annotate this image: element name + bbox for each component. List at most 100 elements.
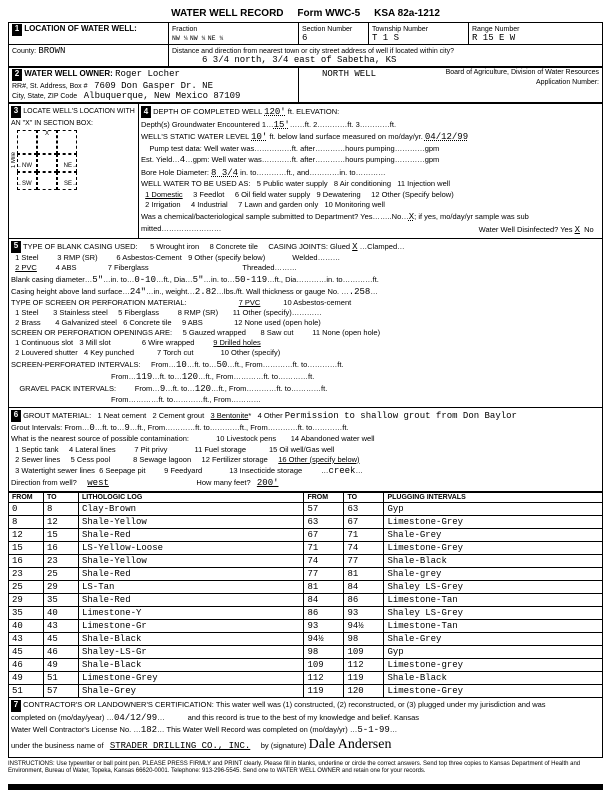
- disinfect-x: X: [575, 225, 580, 235]
- sc12: 12 None used (open hole): [234, 318, 321, 327]
- u9: 9 Dewatering: [317, 190, 361, 199]
- spi0-from: 10: [176, 360, 187, 370]
- depth-val: 120': [264, 107, 286, 117]
- th-plug: PLUGGING INTERVALS: [384, 493, 603, 503]
- table-row: 4951Limestone-Grey112119Shale-Black: [9, 672, 603, 685]
- c7: 7 Fiberglass: [108, 263, 149, 272]
- rec-label: This Water Well Record was completed on …: [166, 725, 347, 734]
- fraction-nw2: NW ¼: [190, 35, 206, 42]
- footer-bar: [8, 784, 603, 790]
- well-name: NORTH WELL: [322, 69, 376, 79]
- biz-name: STRADER DRILLING CO., INC.: [110, 741, 250, 751]
- u12: 12 Other (Specify below): [371, 190, 454, 199]
- sc4: 4 Galvanized steel: [55, 318, 117, 327]
- o5: 5 Gauzed wrapped: [183, 328, 246, 337]
- height-label: Casing height above land surface: [11, 287, 122, 296]
- g4: 4 Other: [258, 411, 283, 420]
- c6: 6 Asbestos-Cement: [116, 253, 181, 262]
- biz-label: under the business name of: [11, 741, 104, 750]
- threaded: Threaded: [242, 263, 274, 272]
- o7: 7 Torch cut: [157, 348, 194, 357]
- swl-date: 04/12/99: [425, 132, 468, 142]
- sc3: 3 Stainless steel: [53, 308, 108, 317]
- th-from2: FROM: [304, 493, 344, 503]
- th-to: TO: [44, 493, 79, 503]
- s6-heading: GROUT MATERIAL:: [23, 411, 91, 420]
- o10: 10 Other (specify): [221, 348, 281, 357]
- rec-date: 5-1-99: [357, 725, 389, 735]
- p12: 12 Fertilizer storage: [202, 455, 268, 464]
- p2: 2 Sewer lines: [15, 455, 60, 464]
- sc11: 11 Other (specify): [233, 308, 292, 317]
- city-label: City, State, ZIP Code: [12, 93, 77, 100]
- contam-label: What is the nearest source of possible c…: [11, 434, 189, 443]
- spi1-from: 119: [136, 372, 152, 382]
- other-contam: creek: [328, 466, 355, 476]
- table-row: 2529LS-Tan8184Shaley LS-Grey: [9, 581, 603, 594]
- u8: 8 Air conditioning: [334, 179, 391, 188]
- s3-heading: LOCATE WELL'S LOCATION WITH AN "X" IN SE…: [11, 108, 135, 127]
- s5-heading: TYPE OF BLANK CASING USED:: [23, 242, 138, 251]
- joints-x: X: [352, 242, 357, 252]
- c5: 5 Wrought iron: [150, 242, 199, 251]
- chem-label: Was a chemical/bacteriological sample su…: [141, 212, 409, 221]
- th-from: FROM: [9, 493, 44, 503]
- table-row: 2935Shale-Red8486Limestone-Tan: [9, 594, 603, 607]
- section-grid: X ←NW NE→ ←SW SE→: [17, 130, 77, 190]
- board-label: Board of Agriculture, Division of Water …: [446, 69, 599, 76]
- dir-label: Direction from well?: [11, 478, 77, 487]
- blank-dia-label: Blank casing diameter: [11, 275, 85, 284]
- p3: 3 Watertight sewer lines: [15, 466, 95, 475]
- table-row: 4649Shale-Black109112Limestone-grey: [9, 659, 603, 672]
- u10: 10 Monitoring well: [324, 200, 384, 209]
- weight: 2.82: [195, 287, 217, 297]
- table-row: 4546Shaley-LS-Gr98109Gyp: [9, 646, 603, 659]
- swl-label: WELL'S STATIC WATER LEVEL: [141, 132, 249, 141]
- clamped: Clamped: [367, 242, 397, 251]
- o2: 2 Louvered shutter: [15, 348, 78, 357]
- gpi0-from: 9: [160, 384, 165, 394]
- p4: 4 Lateral lines: [69, 445, 116, 454]
- cert-text: CONTRACTOR'S OR LANDOWNER'S CERTIFICATIO…: [23, 700, 545, 709]
- section-label: Section Number: [302, 26, 352, 33]
- instructions: INSTRUCTIONS: Use typewriter or ball poi…: [8, 761, 603, 775]
- table-row: 2325Shale-Red7781Shale-grey: [9, 568, 603, 581]
- fraction-nw1: NW ¼: [172, 35, 188, 42]
- table-row: 3540Limestone-Y8693Shaley LS-Grey: [9, 607, 603, 620]
- o6: 6 Wire wrapped: [142, 338, 195, 347]
- spi1-to: 120: [182, 372, 198, 382]
- direction-val: 6 3/4 north, 3/4 east of Sabetha, KS: [202, 55, 396, 65]
- table-row: 08Clay-Brown5763Gyp: [9, 503, 603, 516]
- feet-label: How many feet?: [196, 478, 250, 487]
- c8: 8 Concrete tile: [210, 242, 258, 251]
- g1: 1 Neat cement: [97, 411, 146, 420]
- gw1-val: 15': [274, 120, 290, 130]
- app-label: Application Number:: [536, 79, 599, 86]
- gi-from: 0: [89, 423, 94, 433]
- depth-label: DEPTH OF COMPLETED WELL: [153, 107, 262, 116]
- gi-label: Grout Intervals: From: [11, 423, 82, 432]
- c4: 4 ABS: [56, 263, 77, 272]
- perm: Permission to shallow grout from Don Bay…: [285, 411, 517, 421]
- welded: Welded: [292, 253, 317, 262]
- direction-label: Distance and direction from nearest town…: [172, 48, 454, 55]
- county-val: BROWN: [38, 46, 65, 56]
- swl-date-label: ft. below land surface measured on mo/da…: [269, 132, 422, 141]
- signature: Dale Andersen: [309, 737, 392, 752]
- lic-no: 182: [141, 725, 157, 735]
- u7: 7 Lawn and garden only: [238, 200, 318, 209]
- completed-date: 04/12/99: [114, 713, 157, 723]
- bore-val: 8 3/4: [211, 168, 238, 178]
- o8: 8 Saw cut: [261, 328, 294, 337]
- water-use-label: WELL WATER TO BE USED AS:: [141, 179, 250, 188]
- township-label: Township Number: [372, 26, 428, 33]
- spi0-to: 50: [216, 360, 227, 370]
- o11: 11 None (open hole): [312, 328, 380, 337]
- fraction-ne: NE ¼: [208, 35, 224, 42]
- p14: 14 Abandoned water well: [291, 434, 375, 443]
- table-row: 4043Limestone-Gr9394½Limestone-Tan: [9, 620, 603, 633]
- blank-dia: 5": [92, 275, 103, 285]
- o4: 4 Key punched: [84, 348, 134, 357]
- sc1: 1 Steel: [15, 308, 38, 317]
- sc10: 10 Asbestos-cement: [283, 298, 351, 307]
